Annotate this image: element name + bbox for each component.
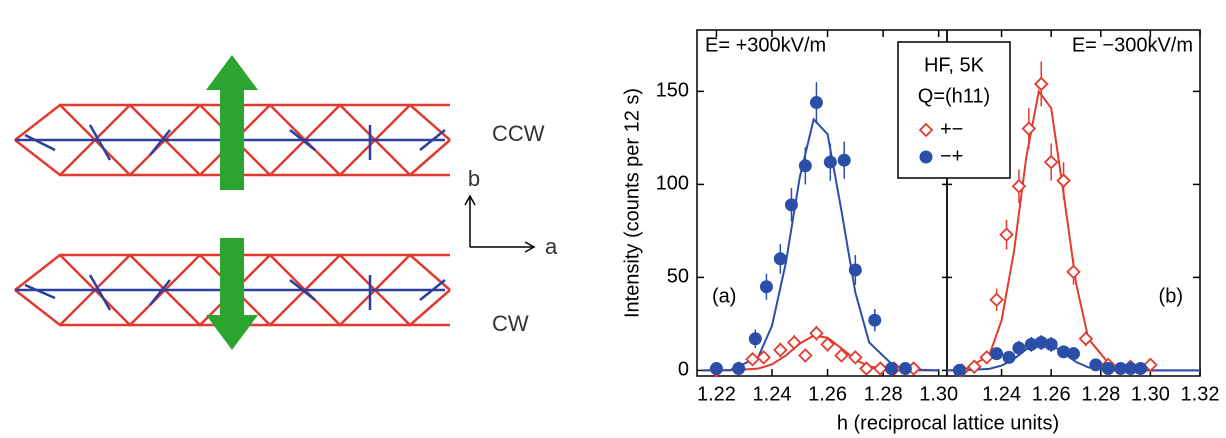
data-point — [1024, 337, 1038, 351]
data-point — [999, 227, 1014, 242]
axis-a: a — [545, 234, 558, 259]
data-point — [990, 347, 1004, 361]
annotation: (b) — [1159, 285, 1183, 307]
label-ccw: CCW — [492, 121, 545, 146]
data-point — [809, 325, 824, 341]
legend-title: Q=(h11) — [918, 85, 990, 107]
data-point — [884, 362, 898, 376]
data-point — [745, 351, 760, 367]
x-axis-title: h (reciprocal lattice units) — [837, 412, 1059, 434]
x-tick-label: 1.26 — [808, 383, 847, 405]
data-point — [1114, 362, 1128, 376]
data-point — [1133, 362, 1147, 376]
data-point — [873, 361, 888, 376]
annotation: E= −300kV/m — [1072, 34, 1193, 56]
data-point — [1143, 357, 1158, 373]
x-tick-label: 1.22 — [697, 383, 736, 405]
axes-glyph — [464, 194, 536, 253]
data-point — [1044, 337, 1058, 351]
x-tick-label: 1.32 — [1181, 383, 1220, 405]
data-point — [1067, 347, 1080, 361]
data-point — [823, 155, 837, 169]
data-point — [1033, 76, 1049, 92]
data-point — [1021, 121, 1037, 136]
data-point — [809, 96, 823, 110]
data-point — [1043, 154, 1059, 170]
plot-frame — [946, 29, 1201, 377]
axis-b: b — [468, 166, 480, 191]
annotation: E= +300kV/m — [705, 34, 826, 56]
data-point — [1066, 264, 1081, 280]
x-tick-label: 1.30 — [919, 383, 958, 405]
data-point — [1056, 173, 1071, 188]
data-point — [1012, 341, 1026, 355]
annotation: (a) — [712, 285, 736, 307]
x-tick-label: 1.28 — [1081, 383, 1120, 405]
y-axis-title: Intensity (counts per 12 s) — [621, 88, 643, 318]
data-point — [848, 263, 862, 277]
data-point — [1002, 350, 1016, 364]
data-point — [898, 362, 912, 376]
data-point — [732, 362, 746, 376]
data-point — [756, 350, 771, 365]
data-point — [786, 335, 802, 350]
data-point — [834, 348, 849, 363]
data-point — [868, 313, 882, 327]
data-point — [1124, 362, 1138, 376]
data-point — [952, 363, 966, 377]
data-point — [773, 252, 787, 266]
x-tick-label: 1.24 — [753, 383, 792, 405]
data-point — [967, 359, 982, 374]
data-point — [784, 198, 798, 212]
legend-label: −+ — [940, 145, 963, 167]
data-point — [837, 153, 851, 167]
y-tick-label: 50 — [667, 266, 689, 288]
y-tick-label: 100 — [656, 173, 689, 195]
data-point — [798, 348, 813, 363]
data-point — [1011, 178, 1027, 194]
legend-label: +− — [940, 118, 963, 140]
legend-marker — [919, 150, 933, 164]
data-point — [1101, 362, 1115, 376]
data-point — [1034, 336, 1048, 350]
legend-marker — [918, 122, 934, 138]
data-point — [989, 292, 1004, 308]
spin-chain-ccw — [14, 55, 451, 190]
data-point — [820, 337, 835, 352]
data-point — [773, 342, 788, 358]
x-tick-label: 1.24 — [982, 383, 1021, 405]
x-tick-label: 1.28 — [864, 383, 903, 405]
x-tick-label: 1.26 — [1032, 383, 1071, 405]
data-point — [748, 332, 762, 346]
data-point — [1089, 358, 1103, 372]
data-point — [1078, 331, 1094, 347]
data-point — [759, 280, 773, 294]
legend-box — [897, 41, 1011, 179]
spin-chain-cw — [14, 238, 451, 350]
legend-title: HF, 5K — [924, 54, 985, 76]
label-cw: CW — [492, 311, 529, 336]
data-point — [798, 159, 812, 173]
data-point — [709, 362, 723, 376]
x-tick-label: 1.30 — [1131, 383, 1170, 405]
data-point — [859, 361, 874, 376]
y-tick-label: 0 — [678, 359, 689, 381]
data-point — [848, 350, 863, 365]
y-tick-label: 150 — [656, 80, 689, 102]
data-point — [1057, 345, 1071, 359]
